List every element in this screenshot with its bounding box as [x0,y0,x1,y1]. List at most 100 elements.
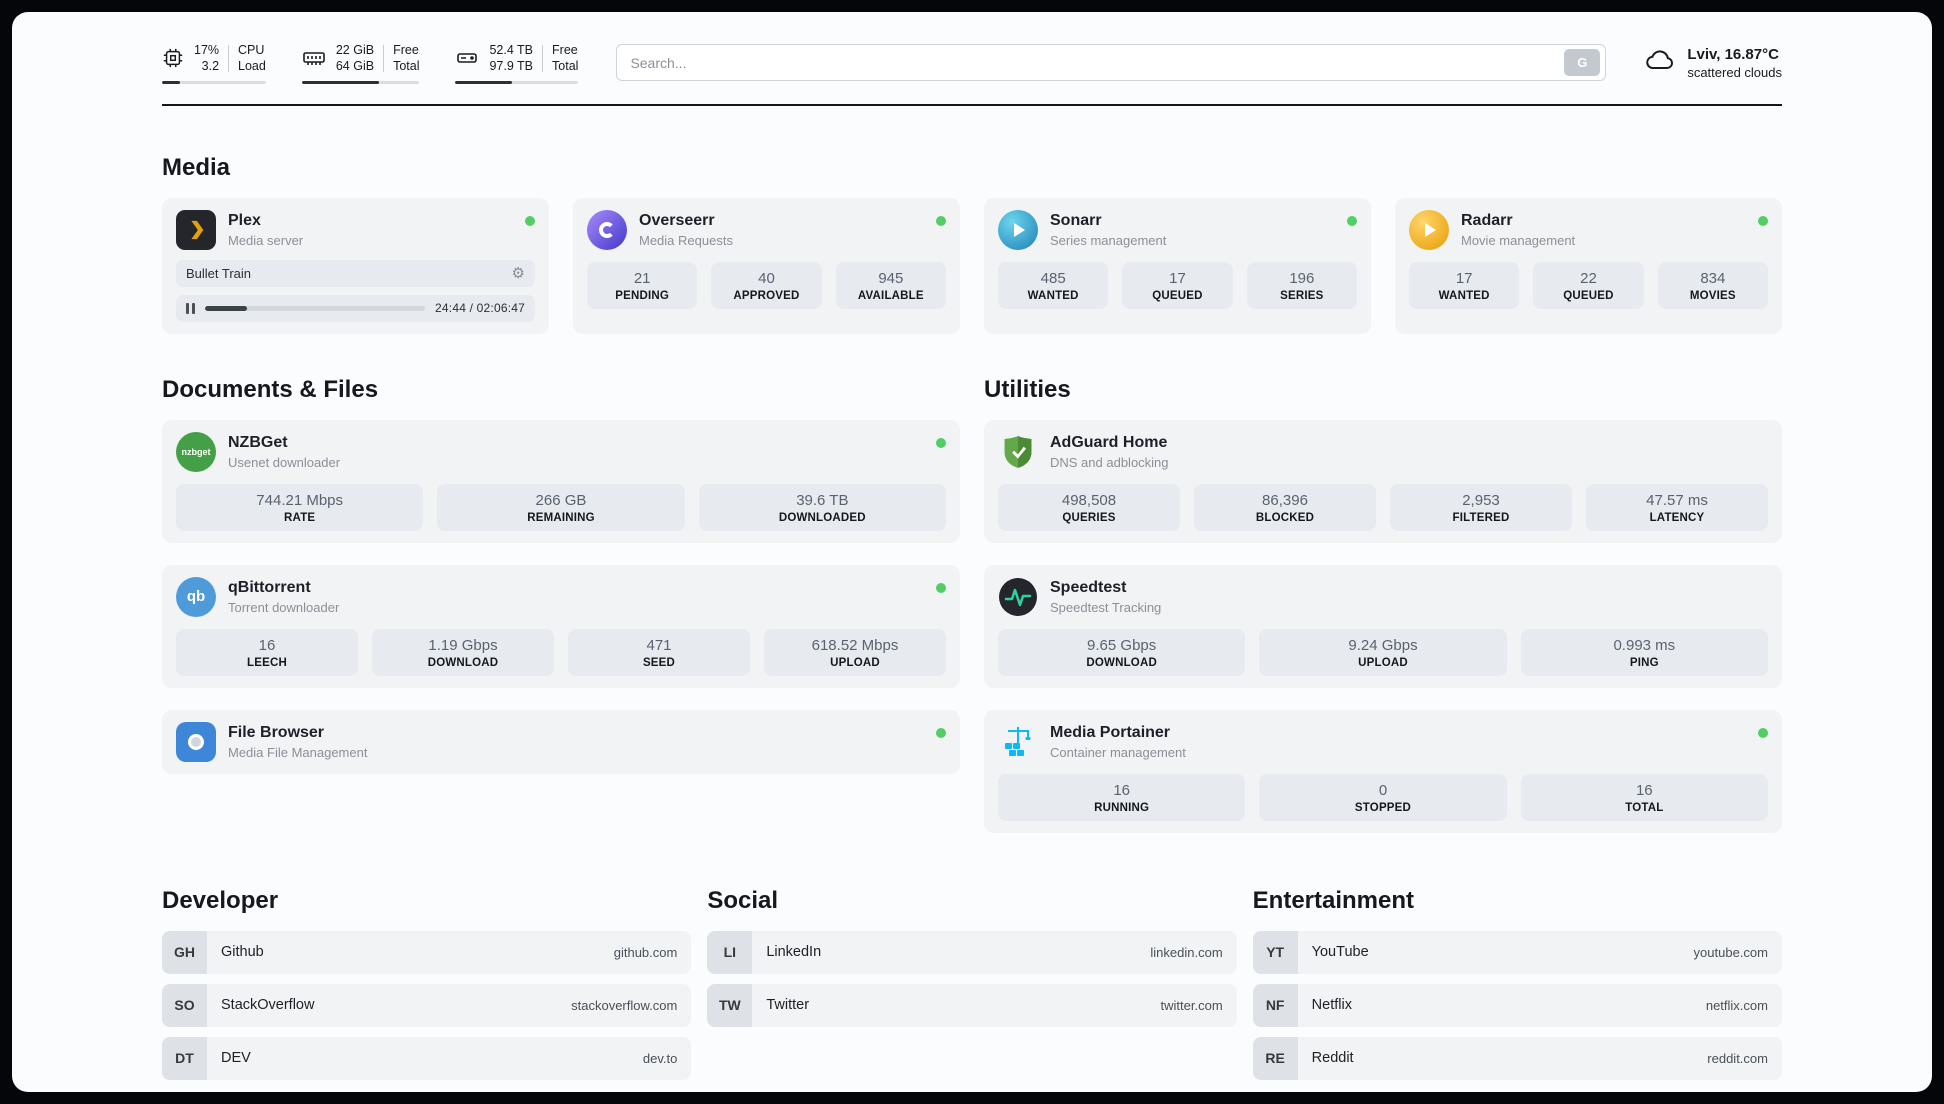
app-subtitle: Movie management [1461,232,1576,248]
stat-blocked: 86,396 BLOCKED [1194,483,1376,531]
bookmark-abbr: YT [1252,930,1298,974]
bookmark-reddit[interactable]: RE Reddit reddit.com [1252,1036,1782,1080]
app-subtitle: Media Requests [639,232,733,248]
bookmark-abbr: NF [1252,983,1298,1027]
app-card-plex[interactable]: Plex Media server Bullet Train ⚙ 24:44 /… [162,197,549,334]
bookmark-name: DEV [221,1050,251,1066]
search-bar[interactable]: G [616,44,1607,82]
disk-label-bottom: Total [552,59,579,74]
stat-download: 1.19 Gbps DOWNLOAD [372,628,554,676]
dashboard-page: 17% 3.2 CPU Load [12,12,1932,1092]
cpu-progress-bar [162,80,266,84]
app-card-overseerr[interactable]: Overseerr Media Requests 21 PENDING 40 APP… [573,197,960,334]
cpu-chip-icon [162,47,184,69]
stat-pending: 21 PENDING [587,261,698,309]
header-divider [162,103,1782,106]
settings-gear-icon[interactable]: ⚙ [511,265,525,282]
section-utilities: Utilities AdGuard Home DNS and adblockin… [984,376,1782,833]
app-card-filebrowser[interactable]: File Browser Media File Management [162,709,960,774]
app-name: File Browser [228,723,325,741]
stat-latency: 47.57 ms LATENCY [1586,483,1768,531]
topbar: 17% 3.2 CPU Load [162,42,1782,84]
app-name: Speedtest [1050,578,1127,596]
app-subtitle: Series management [1050,232,1167,248]
section-documents: Documents & Files nzbget NZBGet Usenet d… [162,376,960,774]
weather-location: Lviv, 16.87°C [1687,45,1779,63]
stat-seed: 471 SEED [568,628,750,676]
status-dot [525,215,535,226]
bookmark-stackoverflow[interactable]: SO StackOverflow stackoverflow.com [162,983,692,1027]
bookmark-url: reddit.com [1707,1050,1768,1066]
app-card-qbittorrent[interactable]: qb qBittorrent Torrent downloader 16 LEEC… [162,564,960,688]
bookmark-name: LinkedIn [766,944,822,960]
now-playing-title: Bullet Train [186,265,252,281]
bookmark-name: Github [221,944,264,960]
search-input[interactable] [630,54,1565,71]
stat-download: 9.65 Gbps DOWNLOAD [998,628,1246,676]
app-subtitle: Torrent downloader [228,599,340,615]
disk-progress-bar [455,80,579,84]
stat-wanted: 17 WANTED [1409,261,1520,309]
app-card-nzbget[interactable]: nzbget NZBGet Usenet downloader 744.21 M… [162,419,960,543]
search-engine-button[interactable]: G [1564,49,1601,77]
status-dot [1758,727,1768,738]
bookmark-url: dev.to [642,1050,678,1066]
app-subtitle: Media File Management [228,744,368,760]
status-dot [1347,215,1357,226]
pause-icon[interactable] [186,302,195,314]
bookmark-github[interactable]: GH Github github.com [162,930,692,974]
app-card-sonarr[interactable]: Sonarr Series management 485 WANTED 17 QUE… [984,197,1371,334]
cpu-label-top: CPU [238,43,265,57]
nzbget-icon: nzbget [176,431,216,472]
section-title-utilities: Utilities [984,375,1071,403]
now-playing-bar: Bullet Train ⚙ [176,259,535,287]
stat-queued: 17 QUEUED [1122,261,1233,309]
bookmark-netflix[interactable]: NF Netflix netflix.com [1252,983,1782,1027]
weather-condition: scattered clouds [1687,64,1782,80]
radarr-icon [1409,209,1449,250]
stat-filtered: 2,953 FILTERED [1390,483,1572,531]
bookmark-twitter[interactable]: TW Twitter twitter.com [707,983,1237,1027]
status-dot [1758,215,1768,226]
app-card-radarr[interactable]: Radarr Movie management 17 WANTED 22 QUEUE… [1395,197,1782,334]
cpu-widget: 17% 3.2 CPU Load [162,42,266,84]
bookmark-youtube[interactable]: YT YouTube youtube.com [1252,930,1782,974]
bookmark-abbr: DT [162,1036,207,1080]
qbittorrent-icon: qb [176,576,216,617]
ram-icon [302,46,326,70]
playback-time: 24:44 / 02:06:47 [435,301,525,315]
ram-total: 64 GiB [335,59,375,74]
app-card-adguard[interactable]: AdGuard Home DNS and adblocking 498,508 Q… [984,419,1782,543]
app-name: Radarr [1461,211,1513,229]
app-card-speedtest[interactable]: Speedtest Speedtest Tracking 9.65 Gbps DO… [984,564,1782,688]
app-name: NZBGet [228,433,288,451]
app-card-portainer[interactable]: Media Portainer Container management 16 R… [984,709,1782,833]
bookmark-name: YouTube [1311,944,1369,960]
bookmark-abbr: TW [707,983,753,1027]
bookmark-url: github.com [613,944,678,960]
bookmark-linkedin[interactable]: LI LinkedIn linkedin.com [707,930,1237,974]
overseerr-icon [587,209,627,250]
portainer-icon [998,722,1038,762]
bookmark-name: StackOverflow [221,997,315,1013]
stat-divider [383,44,385,72]
bookmark-abbr: RE [1252,1036,1298,1080]
seek-bar[interactable] [205,305,426,311]
system-stats-group: 17% 3.2 CPU Load [162,42,579,84]
stat-divider [542,44,544,72]
ram-label-bottom: Total [393,59,420,74]
stat-downloaded: 39.6 TB DOWNLOADED [698,483,946,531]
app-subtitle: DNS and adblocking [1050,454,1169,470]
stat-upload: 618.52 Mbps UPLOAD [764,628,946,676]
stat-approved: 40 APPROVED [711,261,822,309]
app-name: Media Portainer [1050,723,1171,741]
section-media: Media Plex Media server Bullet Train ⚙ [162,154,1782,334]
bookmark-dev[interactable]: DT DEV dev.to [162,1036,692,1080]
cpu-load-avg: 3.2 [201,59,220,74]
app-name: AdGuard Home [1050,433,1168,451]
disk-total: 97.9 TB [489,59,534,74]
bookmark-url: youtube.com [1693,944,1768,960]
stat-series: 196 SERIES [1246,261,1357,309]
bookmark-url: linkedin.com [1150,944,1223,960]
bookmark-url: stackoverflow.com [571,997,678,1013]
